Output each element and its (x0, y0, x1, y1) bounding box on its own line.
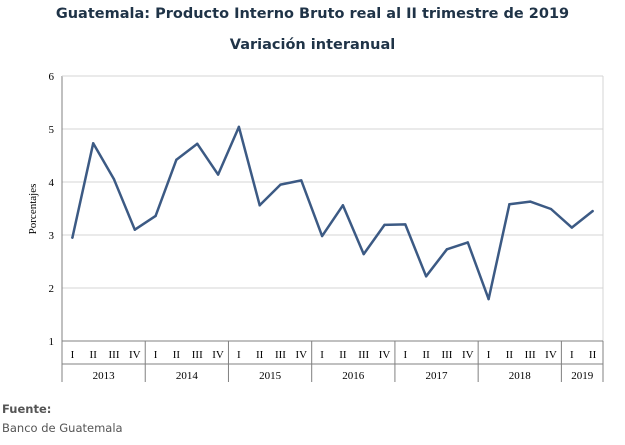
data-point (341, 204, 345, 207)
x-tick-label-quarter: IV (212, 349, 224, 361)
x-tick-label-quarter: III (275, 349, 286, 361)
x-tick-label-quarter: I (487, 349, 491, 361)
source-label: Fuente: (2, 402, 52, 416)
x-tick-label-quarter: I (403, 349, 407, 361)
x-tick-label-quarter: I (154, 349, 158, 361)
data-point (133, 228, 137, 231)
data-point (216, 173, 220, 176)
data-point (445, 248, 449, 251)
data-point (570, 226, 573, 229)
y-tick-label: 3 (49, 230, 55, 242)
series-gdp (71, 125, 594, 301)
x-tick-label-quarter: II (506, 349, 514, 361)
data-point (320, 234, 324, 238)
x-tick-label-quarter: II (173, 349, 181, 361)
x-tick-label-year: 2018 (509, 370, 532, 382)
source-text: Banco de Guatemala (2, 421, 123, 435)
x-tick-label-quarter: I (570, 349, 574, 361)
x-tick-label-quarter: II (90, 349, 98, 361)
x-tick-label-year: 2013 (93, 370, 116, 382)
y-tick-labels: 1 2 3 4 5 6 (49, 71, 55, 348)
axes (61, 75, 604, 382)
data-point (383, 223, 386, 227)
y-tick-label: 1 (49, 336, 55, 348)
x-tick-label-quarter: I (237, 349, 241, 361)
data-point (424, 275, 428, 278)
data-point (154, 214, 157, 218)
x-tick-label-quarter: I (320, 349, 324, 361)
data-point (404, 223, 407, 226)
y-tick-label: 5 (49, 124, 55, 136)
x-tick-label-year: 2016 (342, 370, 365, 382)
data-point (466, 241, 469, 244)
data-point (258, 204, 261, 207)
x-tick-label-quarter: III (358, 349, 369, 361)
data-point (549, 207, 553, 211)
data-point (175, 158, 178, 161)
series-line (71, 125, 594, 301)
x-tick-label-quarter: II (422, 349, 430, 361)
chart-subtitle: Variación interanual (229, 37, 396, 53)
x-tick-label-quarter: IV (545, 349, 557, 361)
x-tick-label-year: 2015 (259, 370, 282, 382)
data-point (300, 179, 303, 182)
y-tick-label: 6 (49, 71, 55, 83)
x-tick-label-quarter: IV (129, 349, 141, 361)
x-tick-label-year: 2019 (571, 370, 594, 382)
data-point (362, 252, 365, 256)
x-tick-labels: I II III IV I II III IV I II III IV I II III IV I II III IV… (71, 349, 597, 382)
data-point (112, 178, 116, 181)
y-tick-label: 2 (49, 283, 55, 295)
x-tick-label-quarter: III (441, 349, 452, 361)
x-tick-label-quarter: II (339, 349, 347, 361)
x-tick-label-quarter: II (589, 349, 597, 361)
data-point (528, 200, 532, 203)
x-tick-label-quarter: III (525, 349, 536, 361)
data-point (237, 125, 241, 129)
y-axis-label: Porcentajes (27, 184, 39, 235)
x-tick-label-year: 2014 (176, 370, 199, 382)
x-tick-label-quarter: IV (462, 349, 474, 361)
data-point (508, 203, 511, 206)
x-tick-label-year: 2017 (426, 370, 449, 382)
x-tick-label-quarter: III (109, 349, 120, 361)
data-point (279, 183, 282, 186)
data-point (591, 209, 594, 213)
x-tick-label-quarter: I (71, 349, 75, 361)
x-tick-label-quarter: II (256, 349, 264, 361)
y-tick-label: 4 (49, 177, 55, 189)
gridlines (62, 75, 603, 289)
x-tick-label-quarter: IV (295, 349, 307, 361)
chart-title: Guatemala: Producto Interno Bruto real a… (55, 6, 570, 22)
x-tick-label-quarter: IV (379, 349, 391, 361)
data-point (487, 297, 490, 301)
data-point (196, 142, 199, 146)
data-point (92, 142, 95, 145)
x-tick-label-quarter: III (192, 349, 203, 361)
data-point (71, 236, 74, 239)
